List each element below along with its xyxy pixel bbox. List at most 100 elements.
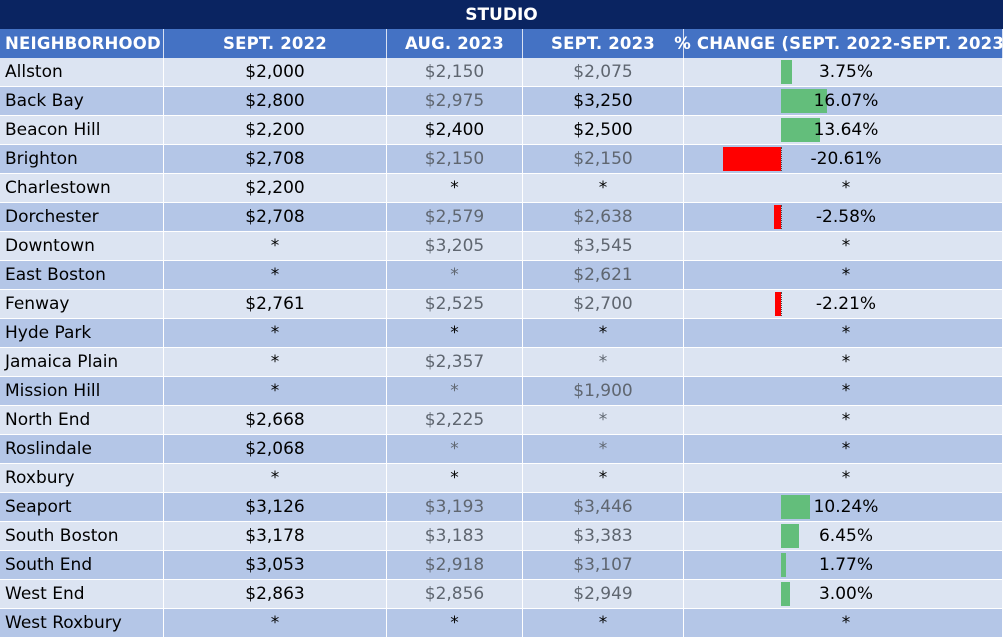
sept-2023-cell: $3,107 [523,551,684,580]
sept-2023-cell: * [523,435,684,464]
neighborhood-cell: Dorchester [0,203,164,232]
pct-change-cell: * [684,609,1003,638]
sept-2022-cell: * [164,232,387,261]
pct-change-label: 6.45% [818,526,873,546]
pct-change-label: -2.58% [815,207,877,227]
sept-2022-cell: $3,126 [164,493,387,522]
pct-change-bar [781,495,811,519]
neighborhood-cell: Beacon Hill [0,116,164,145]
pct-change-cell: * [684,319,1003,348]
sept-2022-cell: $3,053 [164,551,387,580]
neighborhood-cell: Jamaica Plain [0,348,164,377]
pct-change-label: * [841,410,851,430]
sept-2022-cell: $2,761 [164,290,387,319]
pct-change-cell: * [684,435,1003,464]
pct-change-bar [781,524,800,548]
sept-2022-cell: $2,708 [164,203,387,232]
sept-2022-cell: $2,863 [164,580,387,609]
pct-change-cell: 1.77% [684,551,1003,580]
pct-change-cell: * [684,232,1003,261]
aug-2023-cell: * [387,377,523,406]
pct-change-cell: * [684,261,1003,290]
aug-2023-cell: $2,856 [387,580,523,609]
neighborhood-cell: Charlestown [0,174,164,203]
sept-2023-cell: $2,638 [523,203,684,232]
sept-2023-cell: * [523,319,684,348]
pct-zero-axis [781,147,782,171]
sept-2022-cell: * [164,261,387,290]
sept-2023-cell: $3,383 [523,522,684,551]
pct-change-bar [781,553,787,577]
neighborhood-cell: West End [0,580,164,609]
header-sept-2023: SEPT. 2023 [523,29,684,58]
pct-change-label: 10.24% [813,497,879,517]
sept-2023-cell: $3,446 [523,493,684,522]
pct-change-label: * [841,323,851,343]
sept-2022-cell: * [164,348,387,377]
pct-change-label: 13.64% [813,120,879,140]
sept-2022-cell: $2,000 [164,58,387,87]
aug-2023-cell: * [387,435,523,464]
aug-2023-cell: $2,525 [387,290,523,319]
pct-change-label: 16.07% [813,91,879,111]
sept-2022-cell: * [164,319,387,348]
pct-change-cell: * [684,464,1003,493]
pct-change-label: * [841,613,851,633]
aug-2023-cell: $2,975 [387,87,523,116]
neighborhood-cell: Mission Hill [0,377,164,406]
sept-2022-cell: $2,668 [164,406,387,435]
header-aug-2023: AUG. 2023 [387,29,523,58]
aug-2023-cell: $2,225 [387,406,523,435]
neighborhood-cell: North End [0,406,164,435]
sept-2022-cell: * [164,464,387,493]
sept-2023-cell: * [523,464,684,493]
sept-2023-cell: * [523,609,684,638]
pct-change-cell: * [684,348,1003,377]
neighborhood-cell: East Boston [0,261,164,290]
sept-2023-cell: $2,700 [523,290,684,319]
neighborhood-cell: Hyde Park [0,319,164,348]
pct-zero-axis [781,292,782,316]
pct-change-cell: -2.21% [684,290,1003,319]
pct-change-label: 1.77% [818,555,873,575]
neighborhood-cell: West Roxbury [0,609,164,638]
pct-change-cell: 3.75% [684,58,1003,87]
pct-change-label: * [841,468,851,488]
sept-2022-cell: * [164,377,387,406]
pct-change-label: * [841,381,851,401]
aug-2023-cell: $3,183 [387,522,523,551]
neighborhood-cell: Back Bay [0,87,164,116]
pct-change-cell: 3.00% [684,580,1003,609]
aug-2023-cell: * [387,261,523,290]
sept-2023-cell: * [523,406,684,435]
sept-2023-cell: $1,900 [523,377,684,406]
sept-2022-cell: $2,200 [164,116,387,145]
sept-2022-cell: $2,200 [164,174,387,203]
table-title: STUDIO [0,0,1003,29]
pct-change-cell: -2.58% [684,203,1003,232]
neighborhood-cell: Brighton [0,145,164,174]
pct-change-bar [781,60,792,84]
neighborhood-cell: Downtown [0,232,164,261]
sept-2023-cell: * [523,174,684,203]
sept-2023-cell: $3,545 [523,232,684,261]
pct-change-label: * [841,178,851,198]
sept-2023-cell: $2,150 [523,145,684,174]
sept-2022-cell: * [164,609,387,638]
sept-2022-cell: $2,708 [164,145,387,174]
pct-change-label: * [841,265,851,285]
neighborhood-cell: Allston [0,58,164,87]
pct-zero-axis [781,205,782,229]
aug-2023-cell: $2,579 [387,203,523,232]
header-sept-2022: SEPT. 2022 [164,29,387,58]
pct-change-label: * [841,439,851,459]
aug-2023-cell: * [387,609,523,638]
sept-2023-cell: $3,250 [523,87,684,116]
pct-change-bar [774,292,781,316]
pct-change-cell: 10.24% [684,493,1003,522]
pct-change-cell: -20.61% [684,145,1003,174]
sept-2022-cell: $2,800 [164,87,387,116]
rent-table-grid: NEIGHBORHOOD SEPT. 2022 AUG. 2023 SEPT. … [0,29,1003,638]
sept-2023-cell: $2,500 [523,116,684,145]
pct-change-cell: 6.45% [684,522,1003,551]
